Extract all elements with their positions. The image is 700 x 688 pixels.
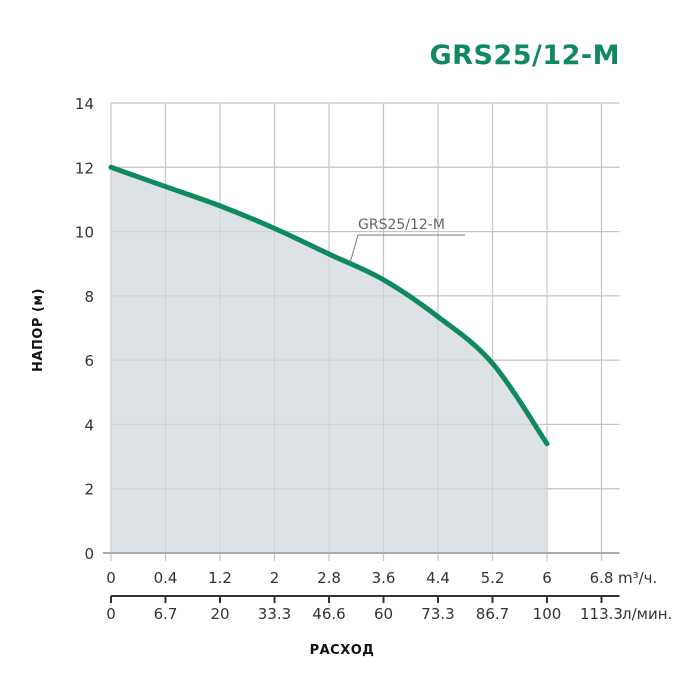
svg-text:0: 0 [106,605,116,623]
svg-text:2.8: 2.8 [317,569,341,587]
svg-text:6: 6 [84,352,94,370]
svg-text:46.6: 46.6 [312,605,345,623]
svg-text:6: 6 [542,569,552,587]
svg-text:4: 4 [84,416,94,434]
svg-text:0: 0 [106,569,116,587]
x-axis-title: РАСХОД [310,643,375,658]
svg-text:10: 10 [75,224,94,242]
axes [103,552,620,603]
svg-text:2: 2 [84,481,94,499]
svg-text:60: 60 [374,605,393,623]
svg-text:6.8: 6.8 [590,569,614,587]
svg-text:0.4: 0.4 [154,569,178,587]
svg-text:6.7: 6.7 [154,605,178,623]
svg-text:5.2: 5.2 [481,569,505,587]
series-label: GRS25/12-M [358,217,445,233]
svg-text:2: 2 [270,569,280,587]
svg-text:0: 0 [84,545,94,563]
series-label-leader-line [349,234,465,264]
svg-text:113.3: 113.3 [580,605,623,623]
svg-text:73.3: 73.3 [421,605,454,623]
svg-text:100: 100 [533,605,562,623]
x-unit-primary: m³/ч. [618,569,657,587]
chart-title: GRS25/12-M [429,40,620,71]
svg-text:86.7: 86.7 [476,605,509,623]
svg-text:20: 20 [210,605,229,623]
y-axis-ticks: 0 2 4 6 8 10 12 14 [75,95,94,563]
svg-text:33.3: 33.3 [258,605,291,623]
x-axis-secondary-ticks: 0 6.7 20 33.3 46.6 60 73.3 86.7 100 113.3 [106,605,623,623]
x-unit-secondary: л/мин. [622,605,672,623]
y-axis-title: НАПОР (м) [31,288,46,372]
svg-text:8: 8 [84,288,94,306]
svg-text:14: 14 [75,95,94,113]
svg-text:4.4: 4.4 [426,569,450,587]
svg-text:12: 12 [75,159,94,177]
performance-curve [108,164,550,447]
x-axis-primary-ticks: 0 0.4 1.2 2 2.8 3.6 4.4 5.2 6 6.8 [106,569,613,587]
svg-text:1.2: 1.2 [208,569,232,587]
svg-text:3.6: 3.6 [372,569,396,587]
